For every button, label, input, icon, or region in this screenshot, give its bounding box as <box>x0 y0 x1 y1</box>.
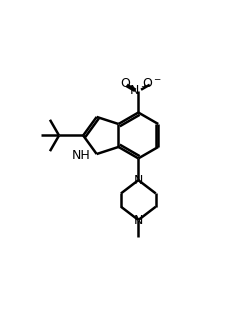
Text: NH: NH <box>72 149 90 163</box>
Text: N: N <box>133 213 142 227</box>
Text: N: N <box>133 174 142 187</box>
Text: O$^-$: O$^-$ <box>141 77 161 90</box>
Text: O: O <box>119 77 129 90</box>
Text: N$^+$: N$^+$ <box>128 84 147 99</box>
